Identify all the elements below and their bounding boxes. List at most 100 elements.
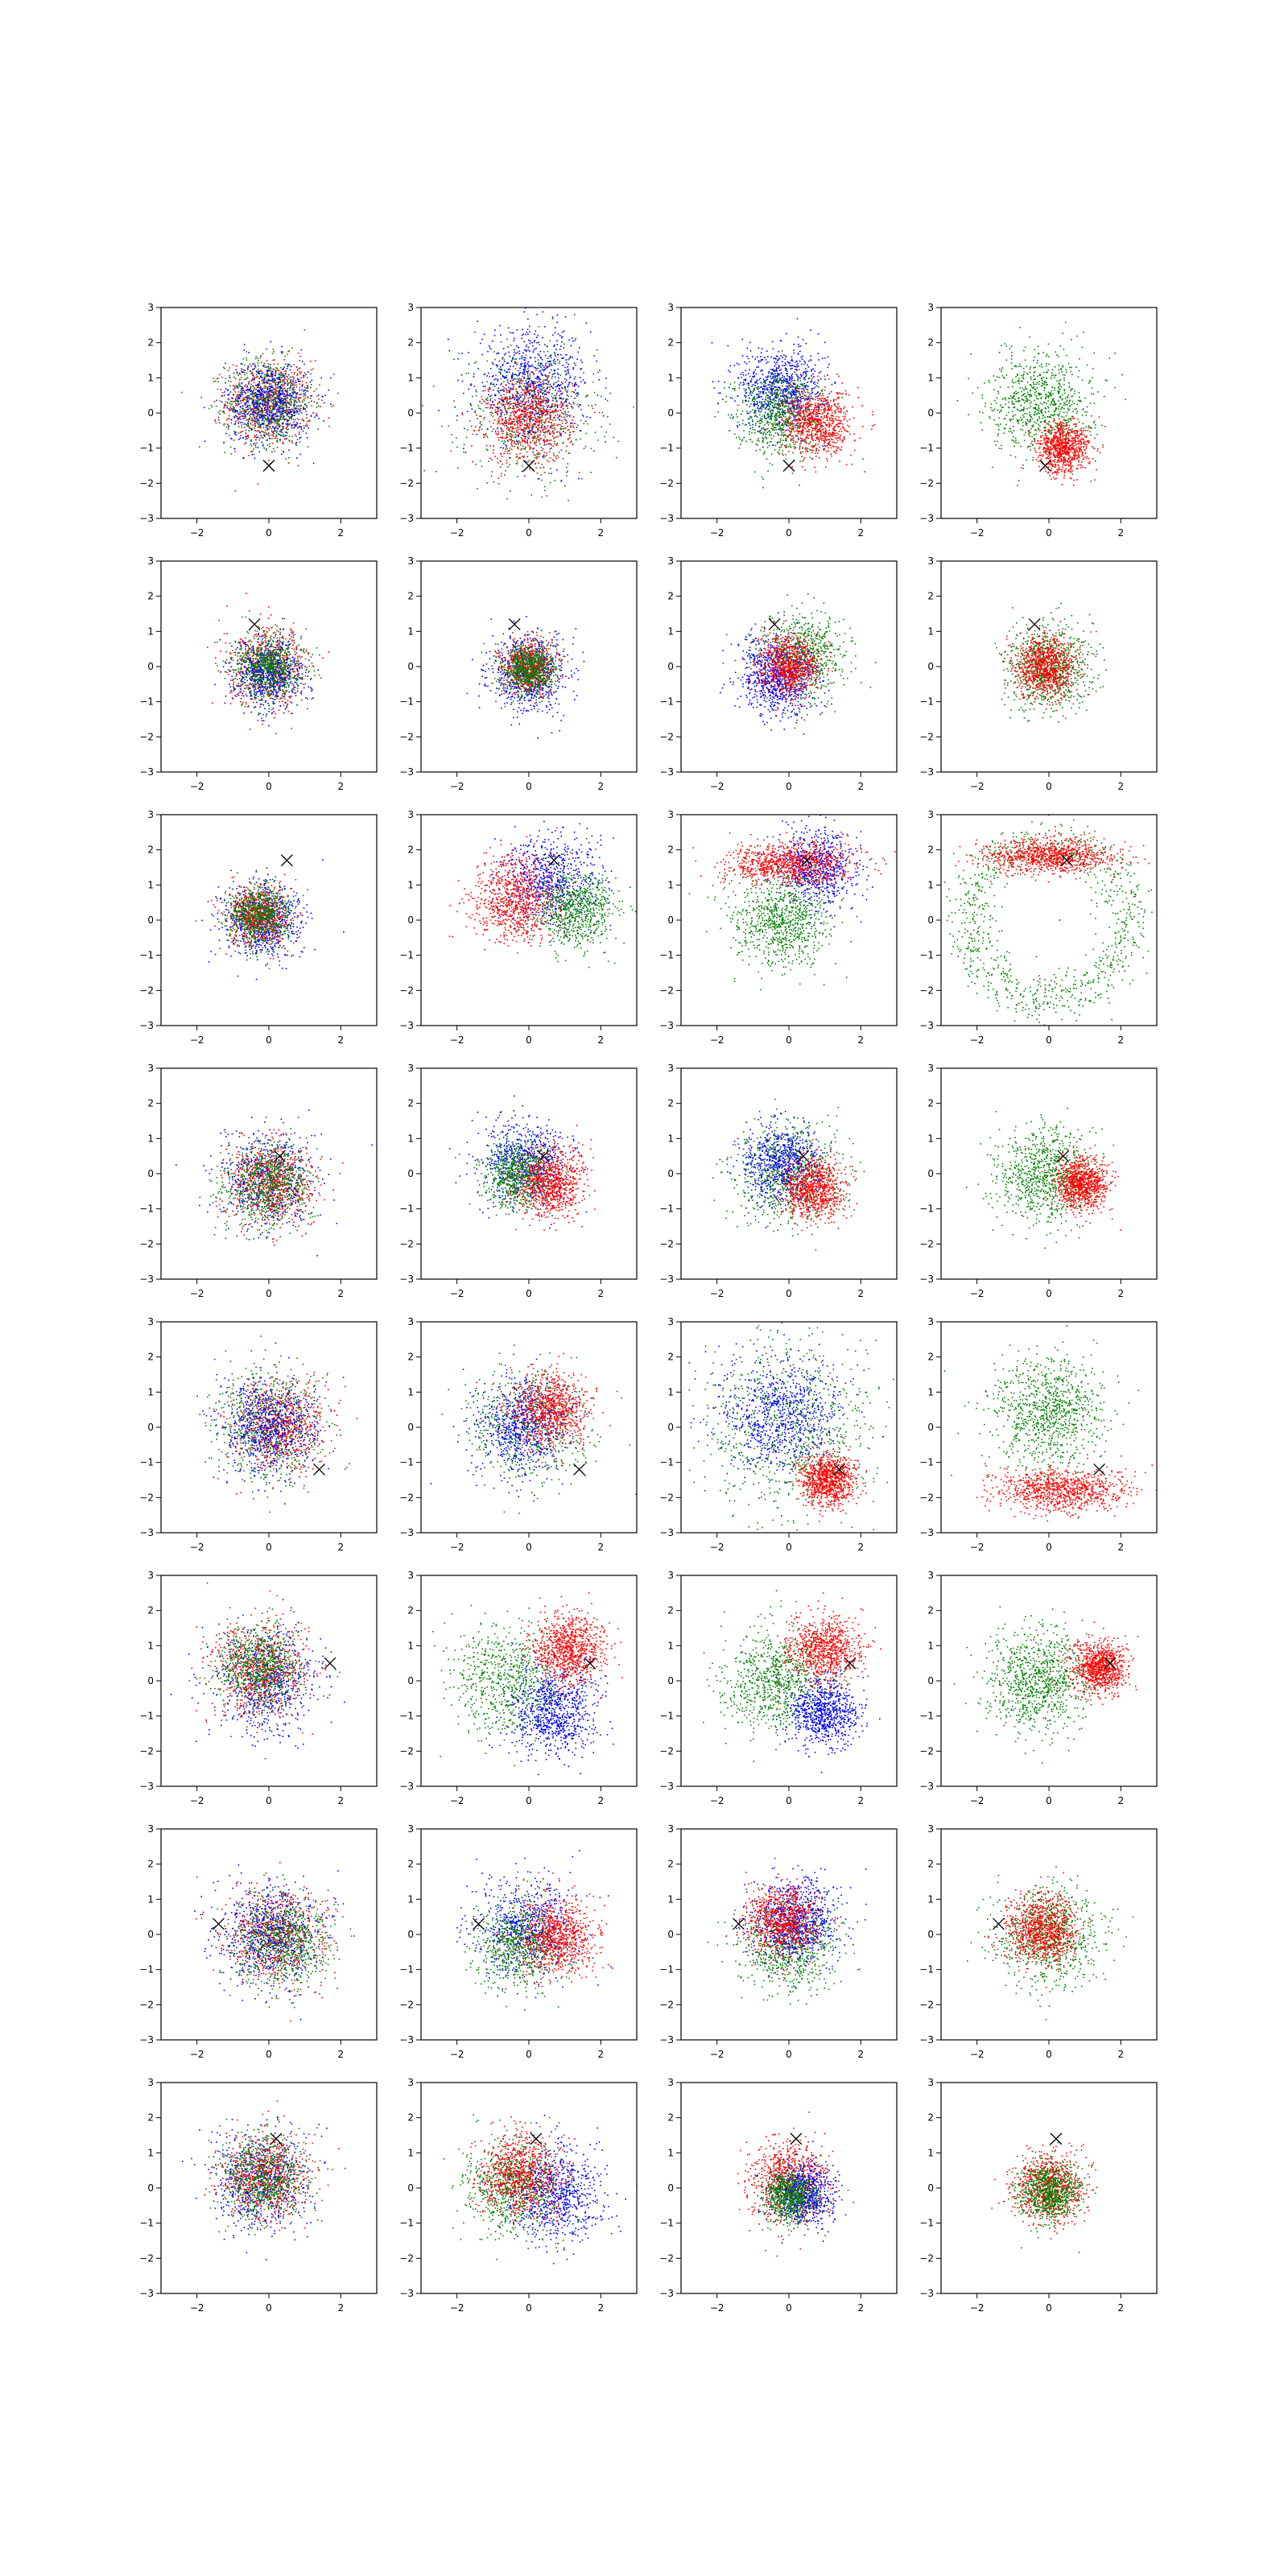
data-point bbox=[246, 442, 247, 444]
data-point bbox=[565, 371, 567, 373]
data-point bbox=[757, 403, 758, 405]
data-point bbox=[330, 378, 332, 379]
data-point bbox=[277, 363, 279, 365]
data-point bbox=[229, 425, 230, 427]
data-point bbox=[537, 335, 539, 336]
data-point bbox=[513, 374, 514, 376]
data-point bbox=[533, 396, 535, 398]
data-point bbox=[227, 402, 229, 403]
data-point bbox=[798, 353, 799, 354]
data-point bbox=[526, 351, 527, 353]
data-point bbox=[321, 400, 323, 402]
data-point bbox=[237, 373, 238, 374]
data-point bbox=[287, 419, 288, 421]
data-point bbox=[237, 397, 238, 398]
data-point bbox=[272, 353, 274, 355]
data-point bbox=[242, 392, 243, 394]
data-point bbox=[518, 370, 519, 372]
data-point bbox=[283, 411, 284, 413]
data-point bbox=[536, 386, 538, 388]
data-point bbox=[514, 424, 515, 426]
data-point bbox=[543, 379, 545, 381]
data-point bbox=[744, 361, 745, 363]
data-point bbox=[558, 381, 559, 382]
data-point bbox=[242, 401, 244, 402]
y-tick-label: 1 bbox=[147, 372, 154, 383]
data-point bbox=[242, 431, 244, 432]
data-point bbox=[258, 427, 260, 428]
data-point bbox=[231, 419, 233, 421]
data-point bbox=[266, 449, 267, 451]
data-point bbox=[765, 403, 766, 405]
data-point bbox=[275, 385, 277, 386]
data-point bbox=[544, 486, 546, 488]
data-point bbox=[507, 427, 509, 428]
data-point bbox=[556, 322, 558, 324]
data-point bbox=[303, 431, 304, 432]
data-point bbox=[239, 398, 241, 399]
data-point bbox=[533, 408, 535, 410]
data-point bbox=[568, 340, 570, 341]
data-point bbox=[274, 407, 275, 408]
data-point bbox=[549, 356, 551, 357]
data-point bbox=[226, 427, 228, 428]
data-point bbox=[295, 392, 296, 394]
data-point bbox=[295, 398, 297, 399]
data-point bbox=[264, 374, 266, 376]
data-point bbox=[462, 414, 464, 415]
data-point bbox=[824, 342, 826, 344]
data-point bbox=[254, 435, 256, 436]
data-point bbox=[507, 466, 509, 468]
data-point bbox=[545, 421, 547, 423]
data-point bbox=[289, 413, 291, 415]
data-point bbox=[786, 356, 787, 357]
data-point bbox=[519, 372, 521, 374]
data-point bbox=[254, 423, 256, 424]
data-point bbox=[296, 397, 298, 398]
data-point bbox=[285, 396, 287, 398]
data-point bbox=[552, 430, 554, 431]
data-point bbox=[480, 423, 481, 424]
data-point bbox=[297, 439, 299, 440]
data-point bbox=[225, 388, 227, 390]
data-point bbox=[306, 390, 308, 392]
data-point bbox=[505, 423, 506, 424]
data-point bbox=[255, 444, 257, 446]
data-point bbox=[546, 455, 547, 456]
data-point bbox=[511, 332, 513, 334]
data-point bbox=[523, 431, 525, 433]
data-point bbox=[236, 369, 237, 371]
data-point bbox=[299, 441, 301, 443]
data-point bbox=[528, 427, 530, 429]
data-point bbox=[601, 412, 603, 414]
data-point bbox=[233, 389, 234, 390]
data-point bbox=[559, 349, 561, 350]
data-point bbox=[530, 378, 531, 379]
data-point bbox=[522, 358, 523, 360]
data-point bbox=[505, 438, 506, 440]
data-point bbox=[510, 434, 512, 436]
data-point bbox=[544, 436, 546, 438]
data-point bbox=[766, 386, 767, 387]
data-point bbox=[512, 431, 514, 432]
data-point bbox=[563, 365, 564, 366]
data-point bbox=[757, 379, 758, 381]
data-point bbox=[749, 398, 750, 399]
data-point bbox=[500, 372, 502, 374]
data-point bbox=[782, 365, 783, 366]
data-point bbox=[535, 378, 536, 379]
data-point bbox=[229, 385, 231, 386]
data-point bbox=[550, 416, 551, 418]
data-point bbox=[753, 373, 754, 374]
data-point bbox=[589, 417, 591, 419]
data-point bbox=[526, 332, 528, 333]
data-point bbox=[229, 407, 231, 408]
data-point bbox=[789, 378, 791, 380]
data-point bbox=[535, 444, 537, 446]
data-point bbox=[495, 431, 497, 432]
data-point bbox=[535, 369, 537, 371]
data-point bbox=[762, 409, 763, 411]
data-point bbox=[554, 373, 555, 374]
data-point bbox=[546, 440, 547, 442]
data-point bbox=[547, 407, 549, 408]
